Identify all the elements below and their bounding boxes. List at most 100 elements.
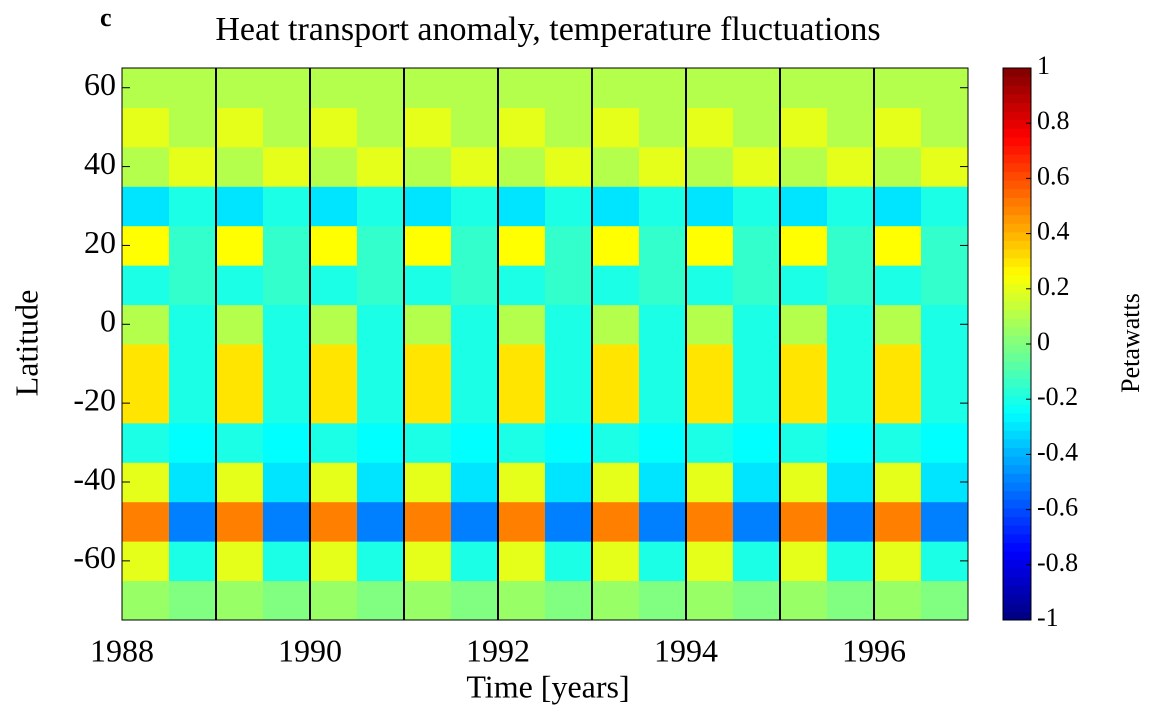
colorbar-swatch (1003, 602, 1031, 612)
heatmap-cell (498, 225, 546, 266)
heatmap-cell (874, 186, 922, 227)
heatmap-cell (874, 541, 922, 582)
heatmap-cell (451, 107, 499, 148)
heatmap-cell (780, 501, 828, 542)
heatmap-cell (592, 68, 640, 108)
heatmap-cell (639, 68, 687, 108)
heatmap-cell (827, 186, 875, 227)
heatmap-cell (263, 541, 311, 582)
heatmap-cell (263, 186, 311, 227)
heatmap-cell (498, 186, 546, 227)
colorbar-swatch (1003, 413, 1031, 423)
heatmap-cell (639, 146, 687, 187)
heatmap-cell (169, 501, 217, 542)
colorbar-swatch (1003, 464, 1031, 474)
heatmap-cell (404, 68, 452, 108)
heatmap-cell (874, 107, 922, 148)
heatmap-cell (169, 68, 217, 108)
heatmap-cell (874, 68, 922, 108)
heatmap-cell (592, 186, 640, 227)
heatmap-cell (451, 304, 499, 345)
heatmap-cell (310, 462, 358, 503)
x-tick-label: 1990 (278, 632, 342, 668)
heatmap-cell (733, 501, 781, 542)
heatmap-cell (169, 146, 217, 187)
heatmap-cell (545, 541, 593, 582)
heatmap-cell (404, 501, 452, 542)
heatmap-cell (122, 107, 170, 148)
colorbar-swatch (1003, 188, 1031, 198)
heatmap-cell (451, 68, 499, 108)
colorbar-swatch (1003, 551, 1031, 561)
heatmap-cell (404, 186, 452, 227)
heatmap-cell (874, 462, 922, 503)
colorbar-tick-label: -1 (1037, 603, 1059, 632)
colorbar-swatch (1003, 231, 1031, 241)
heatmap-cell (216, 383, 264, 424)
heatmap-cell (733, 541, 781, 582)
heatmap-cell (921, 580, 968, 620)
heatmap-cell (451, 462, 499, 503)
heatmap-cell (686, 462, 734, 503)
colorbar-swatch (1003, 395, 1031, 405)
heatmap-cell (122, 186, 170, 227)
heatmap-cell (169, 225, 217, 266)
heatmap-cell (921, 265, 968, 306)
heatmap-cell (686, 501, 734, 542)
heatmap-cell (169, 344, 217, 384)
colorbar-swatch (1003, 206, 1031, 216)
heatmap-cell (357, 344, 405, 384)
colorbar-tick-label: -0.4 (1037, 437, 1078, 466)
chart-title: Heat transport anomaly, temperature fluc… (215, 11, 880, 48)
colorbar-swatch (1003, 542, 1031, 552)
y-tick-label: 0 (100, 303, 116, 339)
heatmap-cell (545, 304, 593, 345)
heatmap-cell (263, 580, 311, 620)
heatmap-cell (498, 541, 546, 582)
heatmap-cell (357, 68, 405, 108)
heatmap-cell (592, 383, 640, 424)
colorbar-swatch (1003, 171, 1031, 181)
heatmap-cell (498, 462, 546, 503)
heatmap-cell (498, 68, 546, 108)
heatmap-cell (733, 383, 781, 424)
heatmap-cell (357, 422, 405, 463)
heatmap-cell (639, 107, 687, 148)
heatmap-cell (451, 225, 499, 266)
heatmap-cell (874, 344, 922, 384)
colorbar-swatch (1003, 473, 1031, 483)
heatmap-cell (169, 304, 217, 345)
colorbar-swatch (1003, 335, 1031, 345)
heatmap-cell (404, 304, 452, 345)
heatmap-cell (451, 422, 499, 463)
y-tick-label: -60 (73, 539, 116, 575)
heatmap-cell (216, 225, 264, 266)
heatmap-cell (639, 541, 687, 582)
heatmap-cell (310, 501, 358, 542)
heatmap-cell (874, 146, 922, 187)
colorbar-swatch (1003, 404, 1031, 414)
heatmap-cell (357, 501, 405, 542)
heatmap-cell (216, 304, 264, 345)
heatmap-cell (169, 186, 217, 227)
heatmap-cell (404, 541, 452, 582)
colorbar-swatch (1003, 456, 1031, 466)
colorbar-swatch (1003, 180, 1031, 190)
heatmap-cell (639, 383, 687, 424)
heatmap-cell (451, 383, 499, 424)
colorbar-swatch (1003, 292, 1031, 302)
colorbar-swatch (1003, 507, 1031, 517)
heatmap-cell (263, 344, 311, 384)
heatmap-cell (310, 344, 358, 384)
heatmap-cell (639, 265, 687, 306)
heatmap-cell (545, 225, 593, 266)
heatmap-cell (733, 107, 781, 148)
heatmap-cell (639, 501, 687, 542)
heatmap-cell (216, 462, 264, 503)
heatmap-cell (216, 422, 264, 463)
heatmap-cell (169, 422, 217, 463)
heatmap-cell (686, 344, 734, 384)
heatmap-cell (874, 304, 922, 345)
heatmap-cell (451, 146, 499, 187)
